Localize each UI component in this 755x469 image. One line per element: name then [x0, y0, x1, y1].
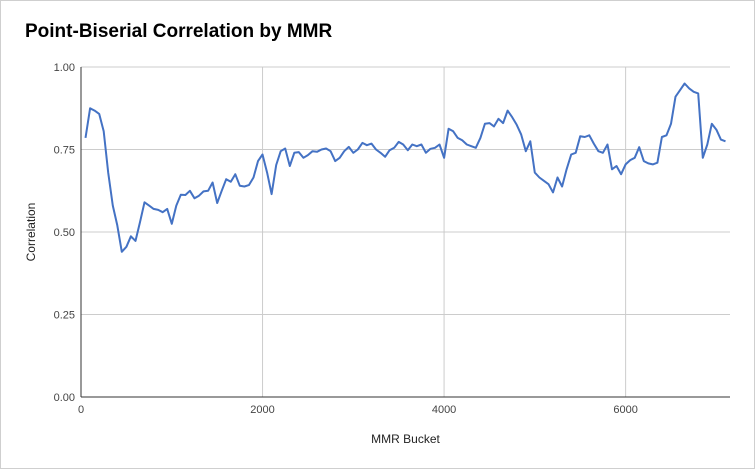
y-tick-label: 0.00: [54, 392, 75, 404]
y-tick-label: 1.00: [54, 62, 75, 74]
grid-lines: [81, 66, 730, 397]
chart-title: Point-Biserial Correlation by MMR: [25, 21, 333, 42]
x-tick-label: 0: [78, 404, 84, 416]
y-tick-label: 0.25: [54, 310, 75, 322]
x-tick-label: 2000: [250, 404, 274, 416]
series-lines: [84, 82, 726, 253]
axes: [80, 67, 730, 398]
tick-labels: 0.00 0.25 0.50 0.75 1.00 0 2000 4000 6000: [54, 62, 638, 416]
x-tick-label: 4000: [432, 404, 456, 416]
series-line-0: [84, 82, 726, 253]
x-tick-label: 6000: [613, 404, 637, 416]
x-axis-label: MMR Bucket: [371, 432, 440, 446]
y-tick-label: 0.75: [54, 145, 75, 157]
y-axis-label: Correlation: [24, 203, 38, 262]
y-tick-label: 0.50: [54, 227, 75, 239]
